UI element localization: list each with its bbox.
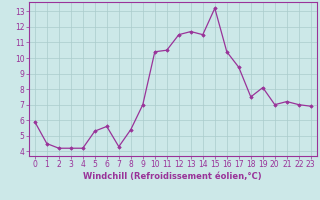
X-axis label: Windchill (Refroidissement éolien,°C): Windchill (Refroidissement éolien,°C) xyxy=(84,172,262,181)
